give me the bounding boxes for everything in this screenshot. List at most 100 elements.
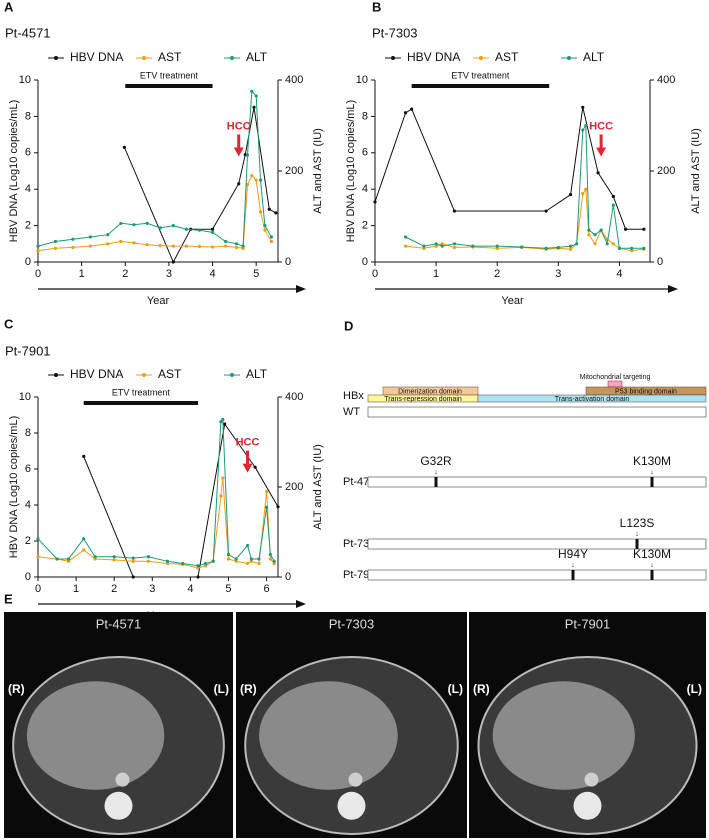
mutation-label: K130M [633,547,671,561]
event-label: HCC [589,120,613,132]
data-point [145,221,149,225]
data-point [617,246,622,250]
x-tick-label: 0 [35,583,41,595]
scan-aorta [348,772,363,787]
x-tick-label: 4 [209,268,215,280]
data-point [575,242,579,246]
mutation-arrow: ↓ [571,562,575,569]
data-point [581,105,585,109]
event-arrow-head [242,463,253,473]
data-point [132,223,136,227]
data-point [605,242,609,246]
event-label: HCC [227,120,251,132]
scan-liver [492,681,635,790]
treatment-bar [83,401,198,405]
y-tick-label: 6 [25,463,31,475]
chart-title: Pt-4571 [5,25,51,40]
x-arrow-head [296,285,306,293]
legend-key-dot [230,373,234,377]
data-point [204,561,208,566]
x-tick-label: 3 [555,268,561,280]
data-point [252,105,256,109]
event-label: HCC [236,437,260,449]
data-point [82,454,86,458]
data-point [452,245,457,250]
data-point [36,244,40,248]
x-tick-label: 5 [253,268,259,280]
mutation-label: K130M [633,454,671,468]
data-point [36,537,40,541]
data-point [520,245,524,249]
scan-spine [337,791,366,820]
mutation-arrow: ↓ [635,531,639,538]
data-point [55,557,59,561]
y-tick-label: 2 [362,220,368,232]
data-point [623,227,628,231]
data-point [234,245,239,250]
data-point [234,557,238,561]
y-tick-label: 6 [25,147,31,159]
annotation: Mitochondrial targeting [580,374,651,381]
mutation-arrow: ↓ [650,469,654,476]
panel-letter: D [344,318,353,333]
legend-key-dot [54,56,58,60]
data-point [221,476,225,480]
data-point [219,420,223,424]
protein-label: HBx [343,390,364,402]
side-label: (L) [448,682,463,696]
data-point [568,244,573,248]
y2-tick-label: 400 [285,74,303,86]
data-point [245,153,250,157]
data-point [403,244,408,248]
y2-tick-label: 0 [285,256,291,268]
data-point [452,209,457,213]
data-point [71,245,75,250]
data-point [250,173,254,178]
data-point [269,239,274,244]
domain [477,394,707,403]
treatment-label: ETV treatment [140,70,199,80]
x-tick-label: 2 [122,268,128,280]
legend-label: ALT [246,367,268,381]
y-tick-label: 0 [25,256,31,268]
x-tick-label: 1 [73,583,79,595]
mutation-mark [650,477,654,487]
data-point [254,178,258,182]
data-point [495,244,499,248]
y2-axis-label: ALT and AST (IU) [312,128,324,214]
data-point [264,505,269,509]
y2-axis-label: ALT and AST (IU) [690,128,702,214]
treatment-bar [125,84,213,88]
data-point [106,242,110,246]
series-line [83,422,279,578]
legend-label: ALT [246,50,268,64]
data-point [249,557,253,561]
data-point [184,227,188,231]
data-point [267,207,271,211]
data-point [171,244,175,248]
data-point [422,244,426,248]
mutation-mark [650,570,654,580]
data-point [234,242,239,246]
data-point [584,187,588,191]
data-point [158,244,162,248]
data-point [221,417,225,422]
data-point [53,246,58,250]
series-line [37,90,272,247]
data-point [254,94,258,98]
data-point [165,559,170,563]
data-point [131,556,135,560]
data-point [146,555,151,559]
data-point [495,246,499,250]
x-tick-label: 0 [372,268,378,280]
data-point [211,559,215,563]
mutation-label: G32R [420,454,452,468]
legend-key-dot [142,56,146,60]
data-point [82,537,86,541]
data-point [241,244,245,248]
series-line [37,174,272,252]
data-point [210,230,215,235]
data-point [257,557,261,561]
legend-key-dot [142,373,146,377]
data-point [210,245,215,249]
